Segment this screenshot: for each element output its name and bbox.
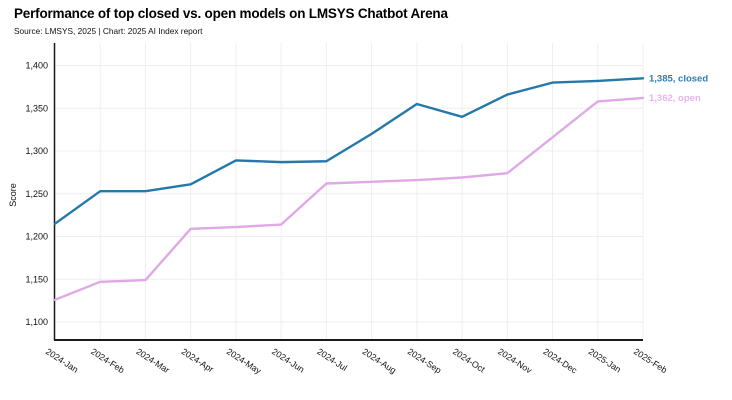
open-line (53, 96, 645, 301)
y-tick-label: 1,150 (25, 274, 48, 284)
y-tick-label: 1,200 (25, 232, 48, 242)
x-tick-label: 2024-Aug (361, 346, 399, 375)
chart-title: Performance of top closed vs. open model… (14, 6, 448, 21)
x-tick-label: 2024-Jan (44, 346, 80, 374)
x-tick-label: 2024-Jul (315, 346, 349, 373)
y-tick-label: 1,250 (25, 189, 48, 199)
y-tick-label: 1,300 (25, 146, 48, 156)
y-tick-label: 1,100 (25, 317, 48, 327)
x-tick-label: 2025-Jan (587, 346, 623, 374)
x-tick-label: 2024-Mar (134, 346, 171, 375)
x-tick-label: 2024-Sep (406, 346, 444, 375)
open-end-label: 1,362, open (649, 93, 701, 104)
x-tick-label: 2024-Feb (89, 346, 126, 375)
y-tick-label: 1,400 (25, 61, 48, 71)
closed-end-label: 1,385, closed (649, 74, 708, 85)
x-tick-label: 2024-Apr (180, 346, 216, 374)
chart-source-line: Source: LMSYS, 2025 | Chart: 2025 AI Ind… (14, 26, 203, 36)
x-tick-label: 2025-Feb (632, 346, 669, 375)
x-tick-label: 2024-Dec (541, 346, 579, 375)
x-tick-label: 2024-Oct (451, 346, 487, 374)
x-tick-label: 2024-Nov (496, 346, 534, 375)
x-tick-label: 2024-Jun (270, 346, 306, 374)
y-tick-label: 1,350 (25, 103, 48, 113)
closed-line (53, 77, 645, 225)
y-axis-title: Score (8, 183, 18, 207)
x-tick-label: 2024-May (225, 346, 264, 376)
